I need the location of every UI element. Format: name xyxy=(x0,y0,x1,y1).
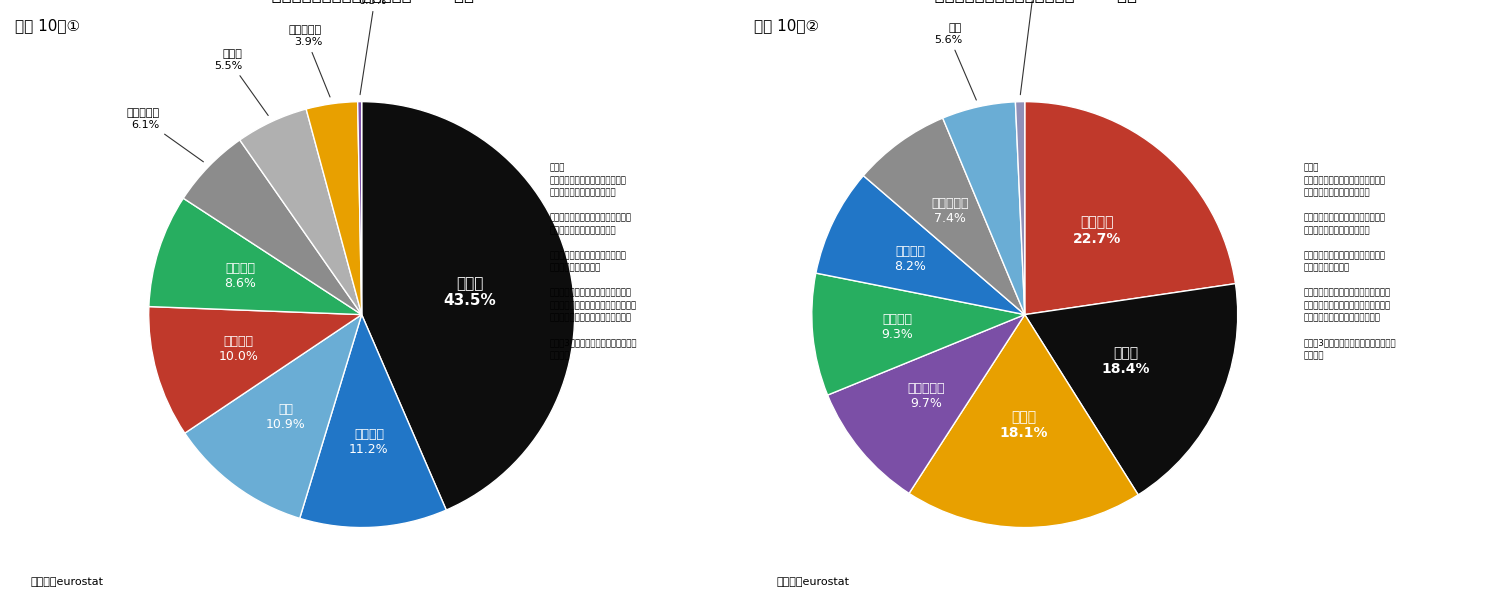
Wedge shape xyxy=(184,140,362,315)
Title: EUの対中国輸入に占めるシェア（2023年）: EUの対中国輸入に占めるシェア（2023年） xyxy=(912,0,1138,4)
Text: 図表 10－①: 図表 10－① xyxy=(15,18,80,33)
Text: バルト3国
0.3%: バルト3国 0.3% xyxy=(359,0,392,94)
Wedge shape xyxy=(943,102,1025,315)
Text: その他西欧
7.4%: その他西欧 7.4% xyxy=(931,197,969,225)
Wedge shape xyxy=(1016,102,1025,315)
Text: 北欧
10.9%: 北欧 10.9% xyxy=(265,404,306,431)
Wedge shape xyxy=(1025,102,1236,315)
Text: （注）
その他南欧：スペイン、ポルトガル
ギリシャ、キプロス、マルタ

北欧：スウェーデン、デンマーク、
フィンランド、アイルランド

その他西欧：ベルギー、ル: （注） その他南欧：スペイン、ポルトガル ギリシャ、キプロス、マルタ 北欧：スウ… xyxy=(1304,163,1395,360)
Wedge shape xyxy=(909,315,1138,528)
Text: その他西欧
6.1%: その他西欧 6.1% xyxy=(127,108,203,162)
Wedge shape xyxy=(1025,284,1237,495)
Text: オランダ
22.7%: オランダ 22.7% xyxy=(1073,216,1121,246)
Text: 中東欧
18.1%: 中東欧 18.1% xyxy=(999,410,1049,440)
Wedge shape xyxy=(362,102,574,510)
Text: フランス
8.2%: フランス 8.2% xyxy=(894,244,925,273)
Text: （資料）eurostat: （資料）eurostat xyxy=(30,577,102,587)
Wedge shape xyxy=(149,198,362,315)
Text: 中東欧
5.5%: 中東欧 5.5% xyxy=(214,49,268,116)
Text: オランダ
10.0%: オランダ 10.0% xyxy=(219,336,259,364)
Text: その他南欧
3.9%: その他南欧 3.9% xyxy=(289,25,330,97)
Text: バルト3国
0.7%: バルト3国 0.7% xyxy=(1017,0,1050,94)
Wedge shape xyxy=(306,102,362,315)
Wedge shape xyxy=(240,109,362,315)
Wedge shape xyxy=(149,307,362,433)
Wedge shape xyxy=(357,102,362,315)
Text: イタリア
8.6%: イタリア 8.6% xyxy=(225,262,256,290)
Text: ドイツ
43.5%: ドイツ 43.5% xyxy=(443,276,496,309)
Text: （資料）eurostat: （資料）eurostat xyxy=(776,577,848,587)
Wedge shape xyxy=(815,175,1025,315)
Wedge shape xyxy=(827,315,1025,494)
Wedge shape xyxy=(300,315,446,528)
Text: イタリア
9.3%: イタリア 9.3% xyxy=(882,313,913,341)
Text: （注）
その他南欧：スペイン、ポルトガ
ギリシャ、キプロス、マルタ

北欧：スウェーデン、デンマーク、
フィンランド、アイルランド

その他西欧：ベルギー、ルク: （注） その他南欧：スペイン、ポルトガ ギリシャ、キプロス、マルタ 北欧：スウェ… xyxy=(550,163,637,360)
Wedge shape xyxy=(812,273,1025,395)
Wedge shape xyxy=(864,118,1025,315)
Text: ドイツ
18.4%: ドイツ 18.4% xyxy=(1102,346,1150,376)
Text: その他南欧
9.7%: その他南欧 9.7% xyxy=(907,382,945,410)
Wedge shape xyxy=(185,315,362,518)
Text: 北欧
5.6%: 北欧 5.6% xyxy=(934,23,977,100)
Text: フランス
11.2%: フランス 11.2% xyxy=(350,428,389,456)
Title: EUの対中国輸出に占めるシェア（2023年）: EUの対中国輸出に占めるシェア（2023年） xyxy=(249,0,475,4)
Text: 図表 10－②: 図表 10－② xyxy=(754,18,818,33)
